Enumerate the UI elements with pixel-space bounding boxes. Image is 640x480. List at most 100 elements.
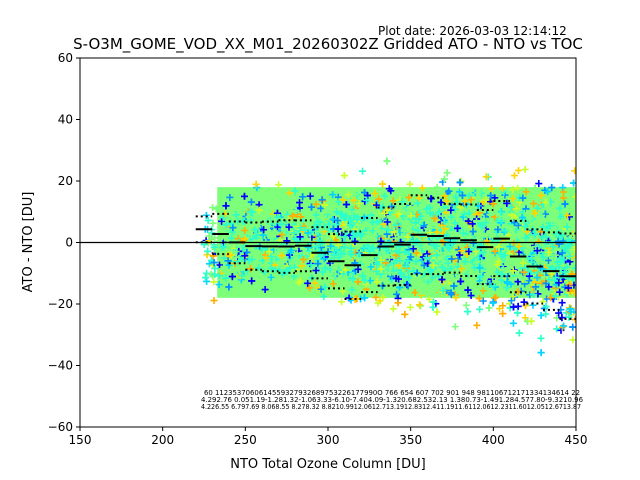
scatter-point (469, 228, 477, 236)
scatter-point (531, 231, 539, 239)
scatter-point (505, 250, 513, 258)
scatter-point (526, 215, 534, 223)
scatter-point (377, 265, 385, 273)
scatter-point (342, 201, 350, 209)
scatter-point (363, 196, 371, 204)
scatter-point (389, 305, 397, 313)
scatter-point (391, 228, 399, 236)
scatter-point (372, 201, 380, 209)
scatter-point (489, 274, 497, 282)
scatter-point (499, 310, 507, 318)
scatter-point (329, 252, 337, 260)
scatter-point (553, 325, 561, 333)
scatter-point (312, 267, 320, 275)
scatter-point (375, 227, 383, 235)
scatter-point (467, 292, 475, 300)
scatter-point (464, 217, 472, 225)
scatter-point (478, 222, 486, 230)
scatter-point (542, 279, 550, 287)
scatter-point (423, 237, 431, 245)
scatter-point (448, 240, 456, 248)
scatter-point (295, 279, 303, 287)
scatter-point (377, 256, 385, 264)
scatter-point (307, 261, 315, 269)
scatter-point (511, 245, 519, 253)
scatter-point (509, 319, 517, 327)
scatter-point (440, 238, 448, 246)
scatter-point (476, 305, 484, 313)
scatter-point (262, 254, 270, 262)
scatter-point (567, 308, 575, 316)
scatter-point (371, 189, 379, 197)
scatter-point (368, 269, 376, 277)
scatter-point (402, 263, 410, 271)
scatter-point (510, 172, 518, 180)
scatter-point (210, 278, 218, 286)
scatter-point (499, 302, 507, 310)
scatter-point (220, 225, 228, 233)
scatter-point (320, 255, 328, 263)
scatter-point (381, 192, 389, 200)
scatter-point (433, 251, 441, 259)
scatter-point (483, 231, 491, 239)
scatter-point (448, 196, 456, 204)
scatter-point (473, 321, 481, 329)
scatter-point (359, 272, 367, 280)
scatter-point (318, 233, 326, 241)
scatter-point (450, 282, 458, 290)
scatter-point (379, 180, 387, 188)
scatter-point (320, 201, 328, 209)
scatter-point (401, 310, 409, 318)
scatter-point (212, 205, 220, 213)
scatter-point (300, 249, 308, 257)
scatter-point (527, 317, 535, 325)
scatter-point (474, 189, 482, 197)
scatter-point (558, 231, 566, 239)
scatter-point (218, 244, 226, 252)
scatter-point (292, 207, 300, 215)
scatter-point (542, 198, 550, 206)
scatter-point (341, 233, 349, 241)
scatter-point (227, 234, 235, 242)
scatter-point (275, 274, 283, 282)
scatter-point (551, 292, 559, 300)
scatter-point (451, 205, 459, 213)
scatter-point (374, 299, 382, 307)
scatter-point (253, 249, 261, 257)
scatter-point (443, 169, 451, 177)
scatter-point (386, 269, 394, 277)
scatter-point (552, 251, 560, 259)
scatter-point (267, 219, 275, 227)
scatter-point (293, 250, 301, 258)
scatter-point (537, 349, 545, 357)
scatter-point (342, 266, 350, 274)
scatter-point (445, 244, 453, 252)
scatter-point (202, 274, 210, 282)
scatter-point (306, 192, 314, 200)
scatter-point (543, 295, 551, 303)
scatter-point (541, 210, 549, 218)
scatter-point (457, 265, 465, 273)
scatter-point (296, 233, 304, 241)
scatter-point (537, 192, 545, 200)
scatter-point (372, 255, 380, 263)
scatter-point (530, 290, 538, 298)
scatter-point (292, 256, 300, 264)
scatter-point (482, 173, 490, 181)
scatter-point (266, 248, 274, 256)
scatter-point (369, 245, 377, 253)
scatter-point (227, 219, 235, 227)
scatter-point (452, 269, 460, 277)
scatter-point (474, 202, 482, 210)
scatter-point (320, 292, 328, 300)
y-axis-label: ATO - NTO [DU] (21, 192, 36, 293)
scatter-point (538, 211, 546, 219)
scatter-point (349, 275, 357, 283)
scatter-point (302, 209, 310, 217)
scatter-point (537, 334, 545, 342)
scatter-point (277, 220, 285, 228)
scatter-point (441, 248, 449, 256)
scatter-point (241, 226, 249, 234)
scatter-point (209, 219, 217, 227)
